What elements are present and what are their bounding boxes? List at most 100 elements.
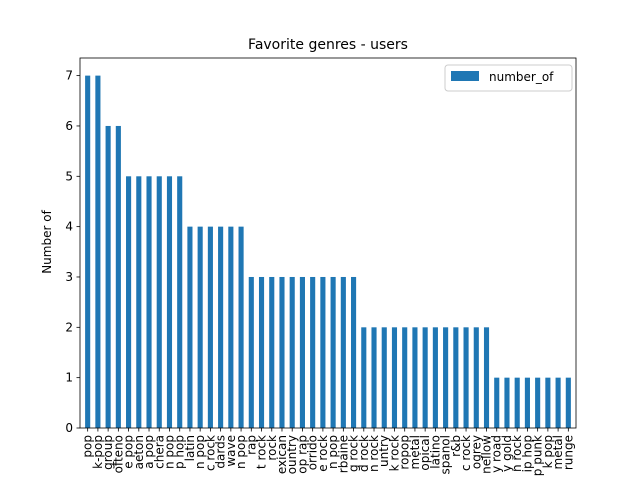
bar-37 [463,327,469,428]
bar-39 [483,327,490,428]
x-tick-label: orrido [306,435,320,470]
x-tick-label: g rock [347,435,361,472]
x-tick-label: latin [183,435,197,461]
bar-1 [95,75,101,428]
x-tick-label: op rap [295,435,309,474]
x-tick-label: y gold [500,435,514,472]
bar-22 [310,276,316,428]
bar-13 [218,226,224,428]
chart-title: Favorite genres - users [248,37,408,53]
x-tick-label: rbaine [336,435,350,473]
x-tick-label: n rock [367,435,381,472]
x-tick-label: pop [81,435,95,458]
x-tick-label: metal [551,435,565,469]
y-tick-label: 4 [65,220,73,234]
bar-14 [228,226,234,428]
bar-16 [248,276,254,428]
x-tick-label: d rock [357,435,371,472]
bar-38 [473,327,479,428]
x-tick-label: nellow [480,435,494,474]
x-tick-label: rap [244,435,258,455]
bar-24 [330,276,336,428]
bar-44 [535,377,541,428]
x-tick-label: ropop [398,435,412,470]
x-tick-label: n pop [326,435,340,469]
bar-35 [443,327,449,428]
x-tick-label: ountry [285,435,299,474]
bar-11 [197,226,203,428]
y-axis-label: Number of [40,209,54,273]
x-tick-label: p hop [173,435,187,469]
bar-43 [524,377,530,428]
x-tick-label: e pop [122,435,136,469]
bar-18 [269,276,275,428]
x-tick-label: c rock [203,435,217,471]
bar-47 [565,377,571,428]
x-tick-label: runge [561,435,575,470]
bar-2 [105,125,111,429]
x-tick-label: n pop [193,435,207,469]
bar-15 [238,226,244,428]
plot-frame [79,57,577,429]
x-tick-label: r&b [449,435,463,457]
bar-30 [391,327,398,428]
bar-41 [504,377,510,428]
bar-19 [279,276,285,428]
legend-swatch [451,71,479,81]
x-tick-label: y road [490,435,504,473]
x-tick-label: k rock [387,435,401,471]
bar-40 [494,377,500,428]
x-tick-label: group [101,435,115,470]
x-tick-label: dards [214,435,228,469]
x-tick-label: opical [418,435,432,471]
y-tick-label: 6 [65,119,73,133]
bar-26 [351,276,357,428]
bar-20 [289,276,295,428]
bar-17 [258,276,265,428]
bar-27 [361,327,367,428]
x-tick-label: chera [152,435,166,469]
y-axis-ticks: 0 1 2 3 4 5 6 7 [65,69,80,435]
bar-25 [340,276,346,428]
bar-10 [187,226,193,428]
bar-4 [126,176,132,428]
bar-6 [146,176,152,428]
y-tick-label: 5 [65,169,73,183]
x-tick-label: e rock [316,435,330,472]
y-tick-label: 3 [65,270,73,284]
y-tick-label: 7 [65,69,73,83]
x-tick-label: c rock [459,435,473,471]
x-tick-label: untry [377,435,391,467]
x-tick-label: exican [275,435,289,474]
bar-12 [207,226,213,428]
x-tick-label: p punk [531,435,545,476]
x-tick-label: t rock [255,435,269,469]
bar-8 [166,176,173,428]
bar-9 [177,176,183,428]
bars-group [85,75,571,429]
x-tick-label: k pop [541,435,555,468]
bar-3 [115,125,121,429]
bar-21 [299,276,305,428]
bar-33 [422,327,428,428]
bar-36 [453,327,459,428]
legend-series-label: number_of [489,70,554,84]
bar-5 [136,176,142,428]
bar-46 [555,377,561,428]
bar-29 [381,327,387,428]
bar-45 [545,377,551,428]
x-tick-label: metal [408,435,422,469]
bar-34 [432,327,438,428]
bar-0 [85,75,91,428]
x-tick-label: ip hop [520,435,534,472]
y-tick-label: 1 [65,371,73,385]
x-tick-label: aeton [132,435,146,469]
bar-31 [402,327,408,428]
x-tick-label: wave [224,435,238,467]
x-tick-label: ofteno [111,435,125,473]
x-tick-label: n rock [510,435,524,472]
y-tick-label: 2 [65,320,73,334]
bar-7 [156,176,162,428]
x-tick-label: rock [265,435,279,461]
